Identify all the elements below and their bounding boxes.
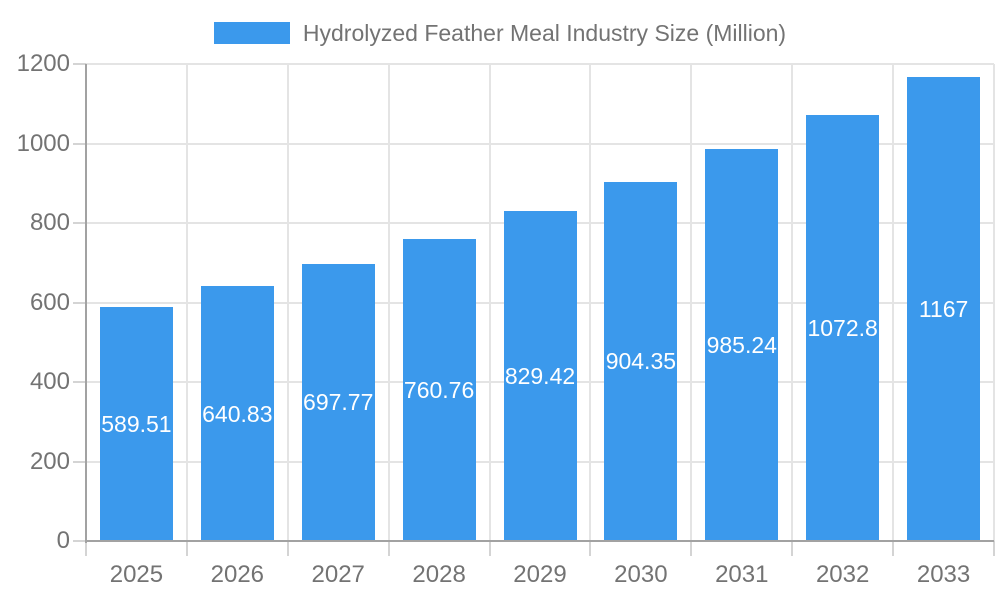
x-tick xyxy=(589,541,592,556)
bar-value-label: 829.42 xyxy=(504,363,576,390)
x-tick-label: 2032 xyxy=(815,561,870,588)
y-gridline xyxy=(86,142,994,145)
legend-swatch xyxy=(213,22,290,44)
y-tick-label: 0 xyxy=(56,527,70,554)
x-tick xyxy=(185,541,188,556)
x-gridline xyxy=(185,64,188,541)
legend-label: Hydrolyzed Feather Meal Industry Size (M… xyxy=(302,20,787,46)
y-tick xyxy=(73,381,86,383)
bar[interactable]: 589.51 xyxy=(99,306,173,541)
y-tick xyxy=(73,142,86,145)
y-tick-label: 1000 xyxy=(16,129,70,157)
x-axis-line xyxy=(85,540,994,542)
bar[interactable]: 1072.8 xyxy=(806,114,880,541)
x-gridline xyxy=(791,64,794,541)
x-tick xyxy=(387,541,390,556)
y-tick-label: 1200 xyxy=(16,50,70,77)
x-gridline xyxy=(589,64,592,541)
x-gridline xyxy=(993,64,995,541)
bar[interactable]: 1167 xyxy=(907,77,981,541)
x-tick-label: 2025 xyxy=(109,561,164,588)
y-tick xyxy=(73,540,86,542)
bar[interactable]: 904.35 xyxy=(604,181,678,541)
x-gridline xyxy=(488,64,491,541)
bar-value-label: 1072.8 xyxy=(807,314,878,341)
bar-value-label: 904.35 xyxy=(605,348,677,375)
y-tick xyxy=(73,222,86,224)
x-tick-label: 2027 xyxy=(311,561,365,588)
x-tick xyxy=(791,541,794,556)
y-tick xyxy=(73,63,86,65)
x-tick xyxy=(993,541,995,556)
x-tick-label: 2031 xyxy=(715,561,769,588)
y-tick-label: 800 xyxy=(29,209,70,236)
bar-value-label: 640.83 xyxy=(202,400,273,427)
y-tick xyxy=(73,301,86,304)
bar[interactable]: 697.77 xyxy=(301,263,375,541)
bar[interactable]: 760.76 xyxy=(402,238,476,541)
bar-value-label: 985.24 xyxy=(706,332,777,359)
bar[interactable]: 640.83 xyxy=(200,286,274,541)
x-gridline xyxy=(892,64,895,541)
x-tick xyxy=(892,541,895,556)
x-tick-label: 2033 xyxy=(916,561,971,588)
y-tick-label: 600 xyxy=(29,288,70,316)
x-tick xyxy=(690,541,693,556)
y-gridline xyxy=(86,63,994,65)
x-tick-label: 2030 xyxy=(614,561,668,588)
y-tick-label: 200 xyxy=(29,447,70,475)
bar[interactable]: 829.42 xyxy=(503,211,577,541)
bar-value-label: 1167 xyxy=(918,296,969,323)
x-gridline xyxy=(286,64,289,541)
bar-value-label: 697.77 xyxy=(303,389,374,416)
x-tick xyxy=(286,541,289,556)
x-tick-label: 2029 xyxy=(513,561,567,588)
bar-value-label: 760.76 xyxy=(403,376,475,403)
bar[interactable]: 985.24 xyxy=(705,149,779,541)
y-tick xyxy=(73,460,86,463)
x-tick-label: 2026 xyxy=(210,561,265,588)
legend[interactable]: Hydrolyzed Feather Meal Industry Size (M… xyxy=(0,18,1000,48)
x-gridline xyxy=(387,64,390,541)
y-tick-label: 400 xyxy=(29,368,70,395)
x-tick xyxy=(488,541,491,556)
y-axis-line xyxy=(85,64,87,543)
bar-value-label: 589.51 xyxy=(101,410,172,437)
x-gridline xyxy=(690,64,693,541)
x-tick xyxy=(85,541,87,556)
x-tick-label: 2028 xyxy=(412,561,466,588)
